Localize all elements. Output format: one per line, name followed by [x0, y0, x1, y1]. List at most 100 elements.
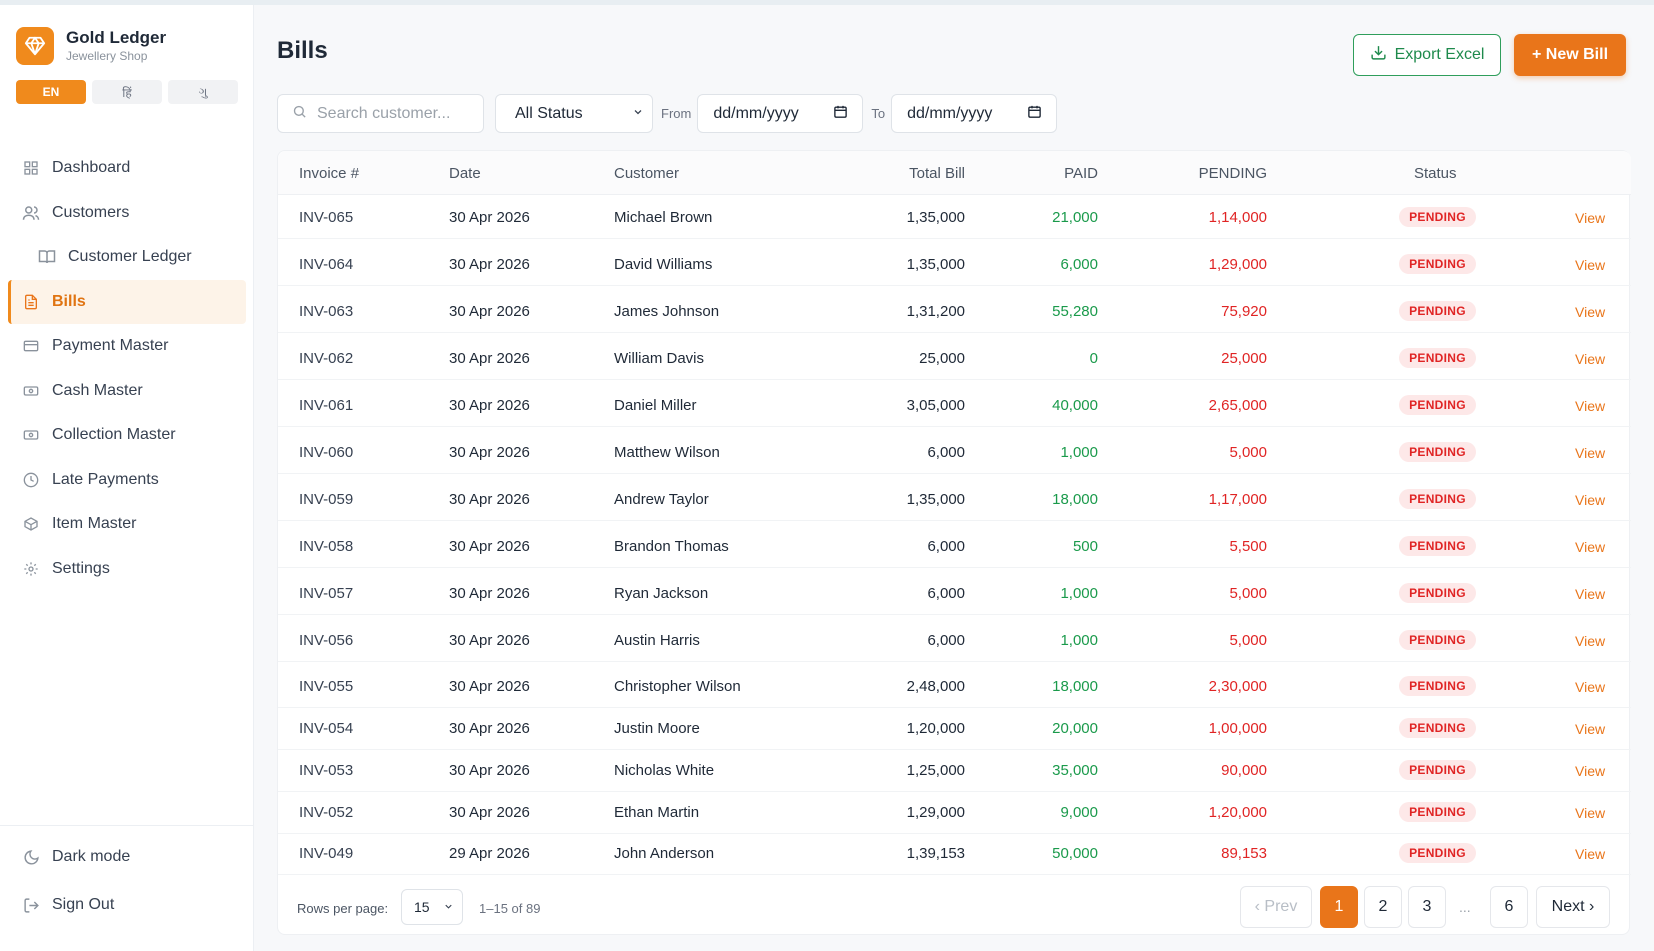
sidebar-item-bills[interactable]: Bills	[8, 279, 246, 324]
status-badge: PENDING	[1399, 301, 1476, 321]
customer-name-cell: Michael Brown	[614, 209, 713, 226]
invoice-number-cell: INV-059	[299, 491, 354, 508]
invoice-number-cell: INV-060	[299, 444, 354, 461]
view-link[interactable]: View	[1575, 351, 1606, 367]
calendar-icon[interactable]	[1027, 104, 1042, 124]
view-link[interactable]: View	[1575, 846, 1606, 862]
column-header-total-bill[interactable]: Total Bill	[909, 165, 965, 182]
customer-name-cell: Ryan Jackson	[614, 585, 709, 602]
to-date-input[interactable]: dd/mm/yyyy	[891, 94, 1058, 133]
lang-gu-button[interactable]: ગુ	[168, 80, 238, 104]
sidebar-item-label: Item Master	[52, 515, 137, 533]
sidebar-item-label: Settings	[52, 559, 110, 577]
pending-amount-cell: 89,153	[1221, 845, 1267, 862]
sidebar-item-late-payments[interactable]: Late Payments	[8, 458, 246, 503]
customer-name-cell: John Anderson	[614, 845, 715, 862]
invoice-number-cell: INV-058	[299, 538, 354, 555]
view-link[interactable]: View	[1575, 679, 1606, 695]
paid-amount-cell: 9,000	[1060, 804, 1098, 821]
lang-hi-button[interactable]: हिं	[92, 80, 162, 104]
customer-name-cell: James Johnson	[614, 303, 720, 320]
new-bill-button[interactable]: + New Bill	[1514, 34, 1626, 76]
dark-mode-toggle[interactable]: Dark mode	[22, 848, 130, 866]
page-button-2[interactable]: 2	[1364, 886, 1402, 928]
view-link[interactable]: View	[1575, 210, 1606, 226]
table-row: INV-061 30 Apr 2026 Daniel Miller 3,05,000 4…	[278, 383, 1631, 427]
column-header-invoice[interactable]: Invoice #	[299, 165, 360, 182]
users-icon	[22, 204, 40, 222]
sidebar-item-payment-master[interactable]: Payment Master	[8, 324, 246, 369]
table-row: INV-058 30 Apr 2026 Brandon Thomas 6,000 500…	[278, 524, 1631, 568]
date-cell: 30 Apr 2026	[449, 397, 530, 414]
sidebar-item-dashboard[interactable]: Dashboard	[8, 146, 246, 191]
date-cell: 29 Apr 2026	[449, 845, 530, 862]
sign-out-button[interactable]: Sign Out	[22, 896, 114, 914]
status-badge: PENDING	[1399, 630, 1476, 650]
paid-amount-cell: 0	[1089, 350, 1098, 367]
column-header-customer[interactable]: Customer	[614, 165, 680, 182]
calendar-icon[interactable]	[833, 104, 848, 124]
brand-subtitle: Jewellery Shop	[66, 49, 148, 63]
pagination-range: 1–15 of 89	[479, 901, 541, 916]
sidebar-item-customers[interactable]: Customers	[8, 191, 246, 236]
next-page-button[interactable]: Next ›	[1536, 886, 1610, 928]
rows-per-page-select[interactable]: 15	[401, 889, 463, 925]
paid-amount-cell: 18,000	[1052, 678, 1098, 695]
table-row: INV-060 30 Apr 2026 Matthew Wilson 6,000 1,0…	[278, 430, 1631, 474]
view-link[interactable]: View	[1575, 721, 1606, 737]
invoice-number-cell: INV-056	[299, 632, 354, 649]
search-icon	[292, 104, 307, 124]
status-badge: PENDING	[1399, 395, 1476, 415]
view-link[interactable]: View	[1575, 586, 1606, 602]
pending-amount-cell: 75,920	[1221, 303, 1267, 320]
column-header-status[interactable]: Status	[1414, 165, 1457, 182]
column-header-paid[interactable]: PAID	[1064, 165, 1098, 182]
paid-amount-cell: 500	[1072, 538, 1098, 555]
view-link[interactable]: View	[1575, 492, 1606, 508]
export-excel-button[interactable]: Export Excel	[1353, 34, 1501, 76]
view-link[interactable]: View	[1575, 633, 1606, 649]
sidebar: Gold Ledger Jewellery Shop EN हिं ગુ Das…	[0, 5, 254, 951]
page-button-1[interactable]: 1	[1320, 886, 1358, 928]
sidebar-item-cash-master[interactable]: Cash Master	[8, 369, 246, 414]
paid-amount-cell: 50,000	[1052, 845, 1098, 862]
page-button-3[interactable]: 3	[1408, 886, 1446, 928]
date-cell: 30 Apr 2026	[449, 804, 530, 821]
paid-amount-cell: 20,000	[1052, 720, 1098, 737]
sidebar-item-collection-master[interactable]: Collection Master	[8, 413, 246, 458]
view-link[interactable]: View	[1575, 539, 1606, 555]
sidebar-item-item-master[interactable]: Item Master	[8, 502, 246, 547]
sidebar-footer	[0, 825, 254, 826]
view-link[interactable]: View	[1575, 763, 1606, 779]
prev-page-button[interactable]: ‹ Prev	[1240, 886, 1312, 928]
customer-name-cell: Andrew Taylor	[614, 491, 709, 508]
view-link[interactable]: View	[1575, 805, 1606, 821]
date-cell: 30 Apr 2026	[449, 762, 530, 779]
search-input[interactable]: Search customer...	[277, 94, 484, 133]
column-header-date[interactable]: Date	[449, 165, 481, 182]
from-date-input[interactable]: dd/mm/yyyy	[697, 94, 864, 133]
total-bill-cell: 3,05,000	[906, 397, 965, 414]
table-row: INV-056 30 Apr 2026 Austin Harris 6,000 1,00…	[278, 618, 1631, 662]
page-button-6[interactable]: 6	[1490, 886, 1528, 928]
sidebar-item-customer-ledger[interactable]: Customer Ledger	[8, 235, 246, 280]
view-link[interactable]: View	[1575, 304, 1606, 320]
sidebar-item-settings[interactable]: Settings	[8, 547, 246, 592]
status-select[interactable]: All Status	[495, 94, 653, 133]
view-link[interactable]: View	[1575, 257, 1606, 273]
gear-icon	[22, 560, 40, 578]
moon-icon	[22, 848, 40, 866]
pending-amount-cell: 1,17,000	[1208, 491, 1267, 508]
credit-card-icon	[22, 337, 40, 355]
lang-en-button[interactable]: EN	[16, 80, 86, 104]
view-link[interactable]: View	[1575, 445, 1606, 461]
customer-name-cell: Matthew Wilson	[614, 444, 720, 461]
view-link[interactable]: View	[1575, 398, 1606, 414]
invoice-number-cell: INV-061	[299, 397, 354, 414]
dark-mode-label: Dark mode	[52, 848, 131, 865]
column-header-pending[interactable]: PENDING	[1198, 165, 1267, 182]
table-row: INV-057 30 Apr 2026 Ryan Jackson 6,000 1,000…	[278, 571, 1631, 615]
filter-bar: Search customer... All Status From dd/mm…	[277, 94, 1058, 133]
date-cell: 30 Apr 2026	[449, 632, 530, 649]
pending-amount-cell: 2,30,000	[1208, 678, 1267, 695]
